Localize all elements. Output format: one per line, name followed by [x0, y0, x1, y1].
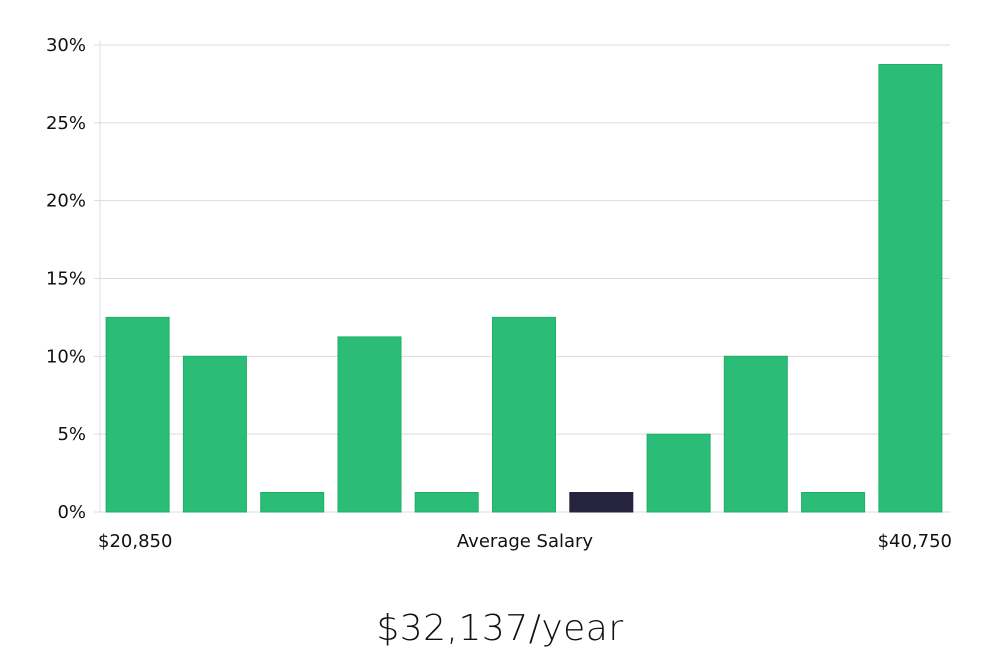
- bar: [801, 492, 866, 513]
- y-tick-label: 15%: [46, 269, 86, 290]
- x-min-label: $20,850: [98, 531, 172, 552]
- y-tick-label: 0%: [57, 502, 86, 523]
- x-axis: $20,850 Average Salary $40,750: [98, 531, 952, 552]
- bar: [723, 355, 788, 513]
- y-tick-label: 10%: [46, 346, 86, 367]
- salary-distribution-chart: 0% 5% 10% 15% 20% 25% 30% $20,850 Average Sala…: [46, 35, 952, 552]
- y-tick-label: 5%: [57, 424, 86, 445]
- bar: [105, 316, 170, 513]
- x-max-label: $40,750: [878, 531, 952, 552]
- y-axis: 0% 5% 10% 15% 20% 25% 30%: [46, 35, 86, 523]
- bars: [105, 64, 943, 513]
- bar: [878, 64, 943, 513]
- x-axis-title: Average Salary: [457, 531, 594, 552]
- bar: [337, 336, 402, 513]
- y-tick-label: 25%: [46, 113, 86, 134]
- bar: [260, 492, 325, 513]
- bar: [182, 355, 247, 513]
- y-tick-label: 30%: [46, 35, 86, 56]
- bar: [646, 433, 711, 513]
- bar-highlight: [569, 492, 634, 513]
- average-salary-value: $32,137/year: [376, 608, 624, 649]
- bar: [414, 492, 479, 513]
- bar: [492, 316, 556, 513]
- y-tick-label: 20%: [46, 191, 86, 212]
